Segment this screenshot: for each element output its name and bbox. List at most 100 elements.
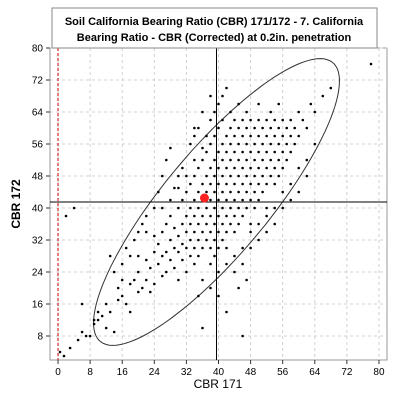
y-tick-label: 32 — [32, 236, 44, 247]
data-point — [305, 158, 309, 162]
data-point — [269, 110, 273, 114]
data-point — [233, 214, 236, 218]
data-point — [169, 214, 172, 218]
data-point — [153, 250, 156, 254]
data-point — [112, 270, 116, 274]
data-point — [233, 198, 236, 202]
data-point — [137, 254, 140, 258]
data-point — [229, 126, 232, 130]
data-point — [189, 182, 192, 186]
data-point — [185, 246, 188, 250]
data-point — [245, 206, 248, 210]
data-point — [313, 110, 317, 114]
data-point — [213, 110, 216, 114]
data-point — [169, 198, 172, 202]
data-point — [233, 118, 236, 122]
data-point — [281, 150, 285, 154]
data-point — [237, 222, 240, 226]
data-point — [281, 166, 285, 170]
data-point — [169, 258, 172, 262]
y-tick-label: 8 — [37, 332, 43, 343]
y-axis-label: CBR 172 — [9, 179, 23, 229]
data-point — [177, 206, 180, 210]
data-point — [229, 158, 232, 162]
data-point — [201, 246, 204, 250]
data-point — [205, 134, 208, 138]
data-point — [205, 206, 208, 210]
data-point — [249, 150, 252, 154]
data-point — [112, 330, 116, 334]
data-point — [64, 214, 68, 218]
data-point — [133, 238, 136, 242]
data-point — [108, 254, 112, 258]
data-point — [169, 238, 172, 242]
data-point — [213, 222, 216, 226]
data-point — [329, 86, 333, 90]
data-point — [305, 126, 309, 130]
data-point — [128, 310, 132, 314]
crosshair-lines — [50, 48, 387, 360]
data-point — [269, 126, 273, 130]
data-point — [149, 266, 152, 270]
data-point — [193, 262, 196, 266]
data-point — [257, 182, 260, 186]
data-point — [173, 246, 176, 250]
data-point — [225, 198, 228, 202]
data-point — [285, 126, 289, 130]
data-point — [237, 190, 240, 194]
x-tick-label: 8 — [87, 367, 93, 378]
data-point — [233, 150, 236, 154]
data-point — [241, 118, 244, 122]
data-point — [197, 166, 200, 170]
data-point — [153, 282, 156, 286]
data-point — [225, 246, 228, 250]
data-point — [197, 238, 200, 242]
data-point — [241, 182, 244, 186]
data-point — [257, 166, 260, 170]
data-point — [201, 158, 204, 162]
data-point — [245, 142, 248, 146]
confidence-ellipse — [92, 58, 340, 346]
y-tick-label: 80 — [32, 44, 44, 55]
data-point — [245, 110, 248, 114]
data-point — [225, 150, 228, 154]
data-point — [189, 222, 192, 226]
confidence-ellipse-group — [92, 58, 340, 346]
data-point — [281, 118, 285, 122]
data-point — [209, 246, 212, 250]
data-point — [233, 182, 236, 186]
data-point — [293, 126, 297, 130]
data-point — [277, 174, 281, 178]
x-tick-label: 32 — [181, 367, 193, 378]
data-point — [201, 278, 204, 282]
data-point — [241, 246, 244, 250]
data-point — [289, 198, 293, 202]
data-point — [253, 190, 256, 194]
data-point — [237, 126, 240, 130]
data-point — [72, 206, 76, 210]
data-point — [233, 270, 236, 274]
data-point — [181, 166, 184, 170]
data-point — [257, 150, 260, 154]
data-point — [289, 150, 293, 154]
data-point — [217, 214, 220, 218]
data-point — [273, 182, 277, 186]
data-point — [261, 126, 264, 130]
data-point — [237, 142, 240, 146]
data-point — [157, 190, 160, 194]
x-tick-label: 24 — [149, 367, 161, 378]
data-point — [269, 174, 273, 178]
data-point — [229, 110, 232, 114]
x-tick-label: 0 — [55, 367, 61, 378]
data-point — [185, 214, 188, 218]
data-point — [253, 126, 256, 130]
data-point — [221, 190, 224, 194]
data-point — [165, 250, 168, 254]
data-point — [217, 270, 220, 274]
data-point — [100, 314, 104, 318]
data-point — [80, 302, 84, 306]
data-point — [309, 102, 313, 106]
data-point — [185, 190, 188, 194]
